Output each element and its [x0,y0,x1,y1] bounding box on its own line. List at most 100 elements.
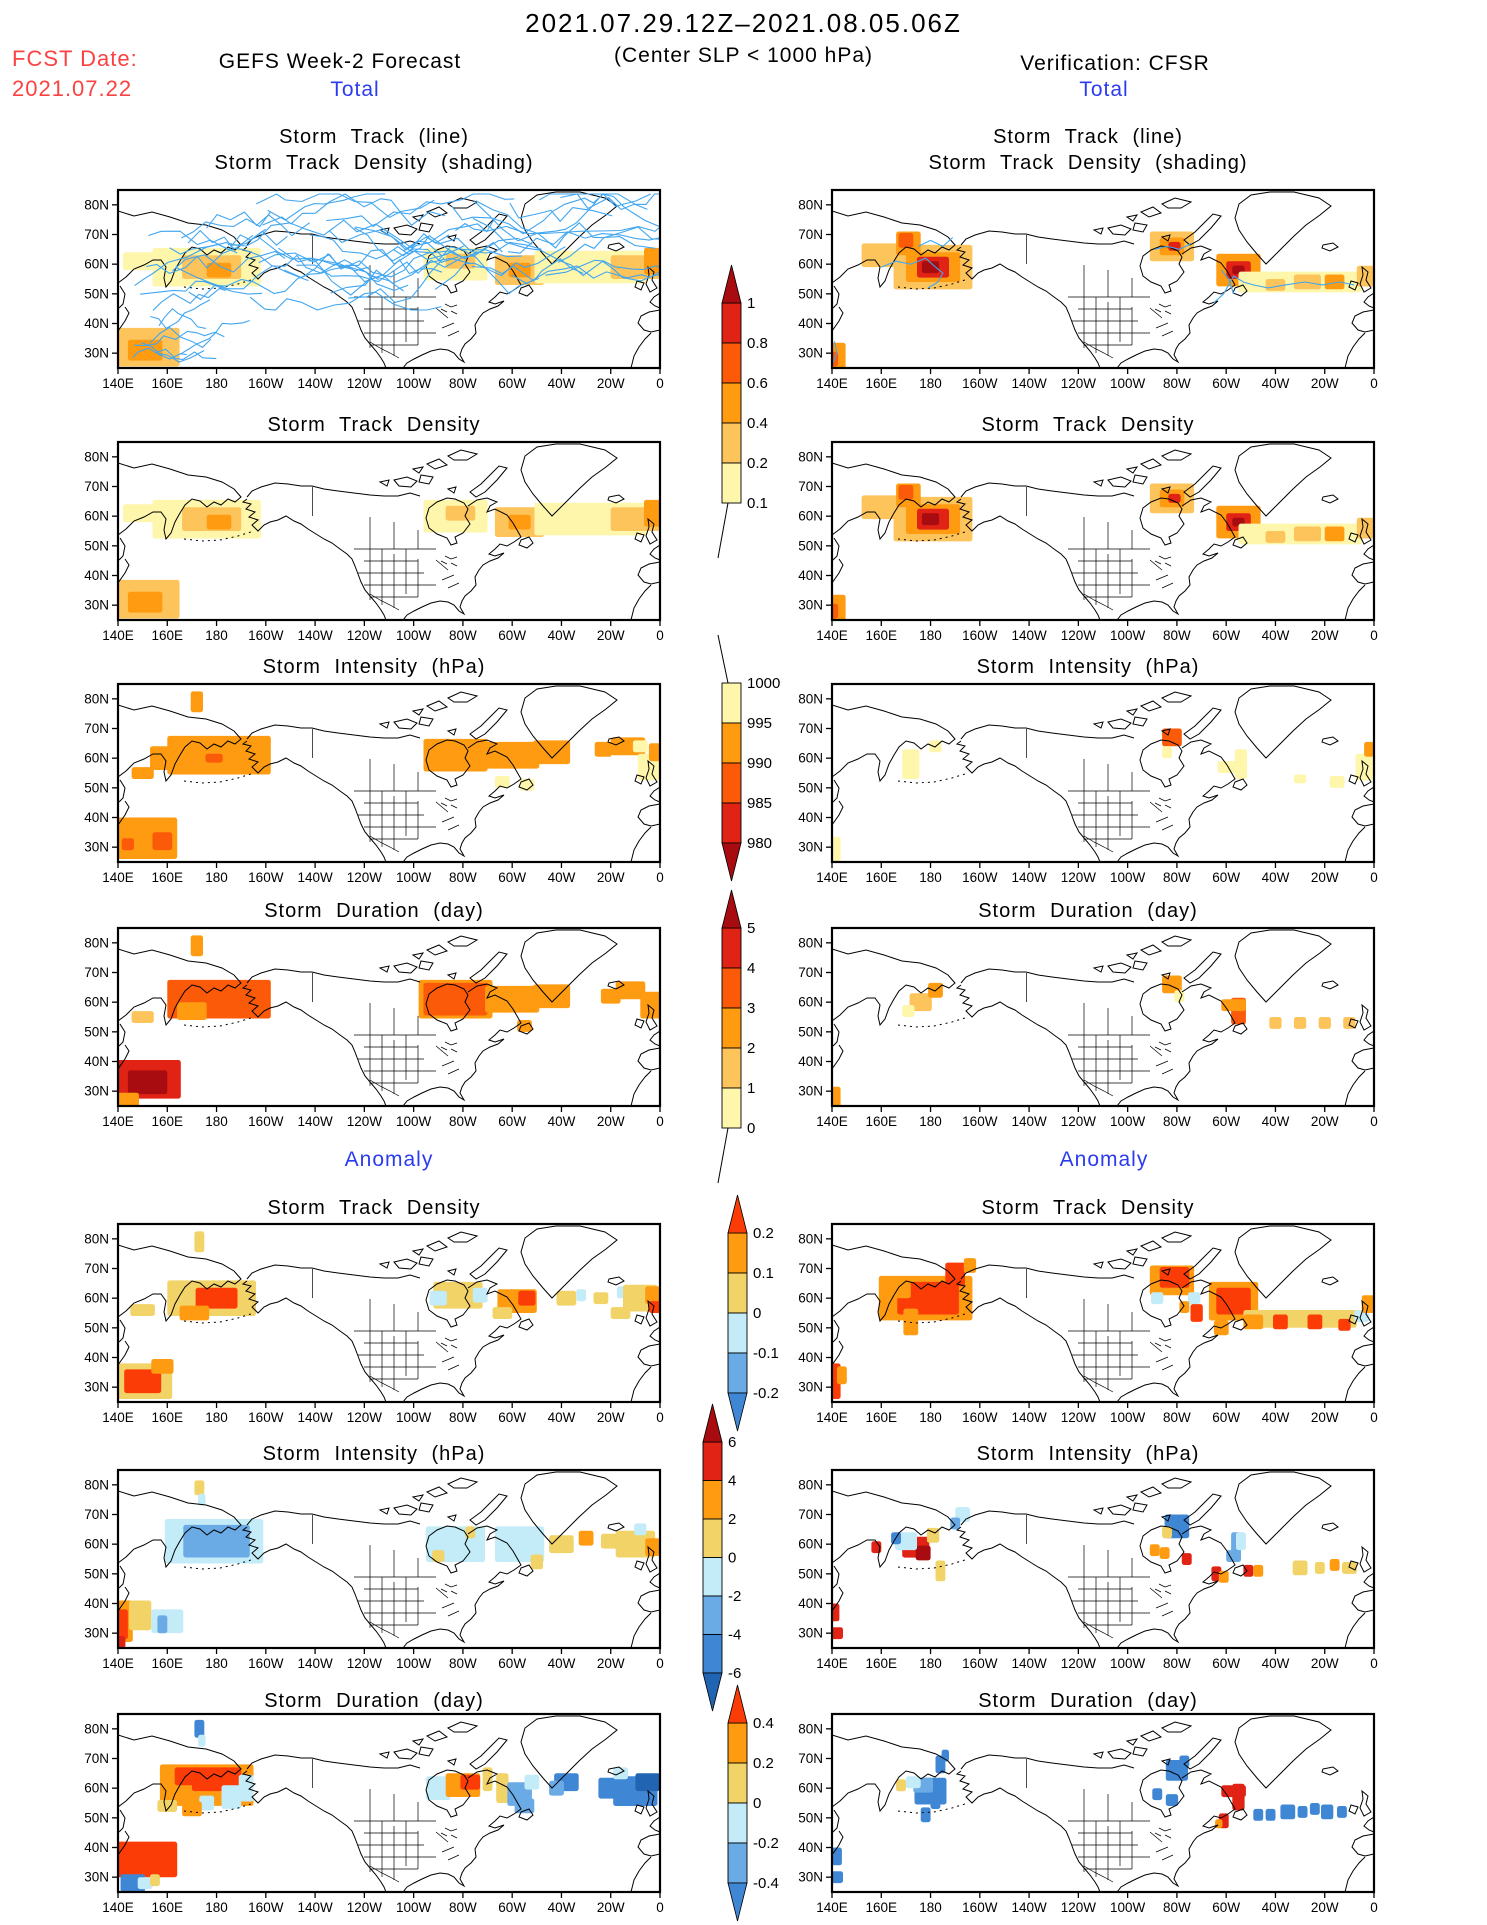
svg-text:0.4: 0.4 [747,415,768,432]
svg-text:140E: 140E [102,1656,134,1671]
svg-text:2: 2 [747,1040,755,1057]
svg-text:40N: 40N [798,1350,823,1365]
fcst-date-value: 2021.07.22 [12,76,133,101]
svg-text:70N: 70N [84,1507,109,1522]
figure-subtitle: (Center SLP < 1000 hPa) [613,44,873,67]
svg-text:30N: 30N [798,598,823,613]
svg-text:30N: 30N [84,840,109,855]
svg-text:80W: 80W [1163,1656,1191,1671]
svg-text:30N: 30N [84,1084,109,1099]
svg-text:1000: 1000 [747,675,780,692]
svg-text:40N: 40N [84,1054,109,1069]
map-verification-total-track-lines: 80N 70N 60N 50N 40N 30N 140E 160E 180 160W 140W 120… [798,188,1378,391]
svg-text:120W: 120W [347,1900,383,1915]
panel-title: Storm Track Density [267,414,481,436]
axis-labels: 80N 70N 60N 50N 40N 30N 140E 160E 180 160W 140W 120… [798,1231,1378,1425]
svg-text:160E: 160E [152,1114,184,1129]
svg-text:140E: 140E [102,1410,134,1425]
coastline-layer [832,191,1374,368]
map-verification-total-intensity: 80N 70N 60N 50N 40N 30N 140E 160E 180 160W 140W 120… [798,682,1378,885]
svg-text:0: 0 [656,1900,664,1915]
svg-text:30N: 30N [84,1380,109,1395]
svg-text:40W: 40W [548,1114,576,1129]
svg-text:20W: 20W [1311,1410,1339,1425]
svg-text:60N: 60N [84,995,109,1010]
panel-title: Storm Duration (day) [264,900,484,922]
svg-text:50N: 50N [798,286,823,301]
svg-text:180: 180 [919,1656,942,1671]
svg-text:0: 0 [728,1550,736,1567]
map-frame [830,1468,1376,1650]
svg-text:0: 0 [1370,870,1378,885]
map-forecast-total-intensity: 80N 70N 60N 50N 40N 30N 140E 160E 180 160W 140W 120… [84,682,664,885]
svg-text:0.2: 0.2 [747,455,768,472]
verification-column-label: Verification: CFSR [1020,52,1210,75]
svg-text:180: 180 [919,376,942,391]
svg-text:100W: 100W [1110,1656,1146,1671]
svg-text:140W: 140W [1011,1656,1047,1671]
svg-text:50N: 50N [798,1566,823,1581]
shading-layer [832,231,1374,368]
svg-text:160E: 160E [152,376,184,391]
map-frame [116,440,662,622]
svg-text:140E: 140E [102,1900,134,1915]
svg-text:60N: 60N [84,1781,109,1796]
svg-text:0: 0 [656,1656,664,1671]
map-verification-total-duration: 80N 70N 60N 50N 40N 30N 140E 160E 180 160W 140W 120… [798,926,1378,1129]
svg-text:40N: 40N [84,810,109,825]
svg-text:20W: 20W [597,1900,625,1915]
svg-text:1: 1 [747,1080,755,1097]
coastline-layer [118,929,660,1106]
svg-text:80N: 80N [84,197,109,212]
map-forecast-anomaly-duration: 80N 70N 60N 50N 40N 30N 140E 160E 180 160W 140W 120… [84,1712,664,1915]
panel-title: Storm Track (line) Storm Track Density (… [214,126,534,174]
svg-text:70N: 70N [84,1261,109,1276]
svg-text:4: 4 [747,960,755,977]
svg-text:60N: 60N [798,257,823,272]
svg-text:140W: 140W [1011,376,1047,391]
svg-text:995: 995 [747,715,772,732]
svg-text:30N: 30N [84,1870,109,1885]
svg-text:0: 0 [656,376,664,391]
svg-text:60W: 60W [1212,1900,1240,1915]
svg-text:60W: 60W [1212,1114,1240,1129]
svg-text:160W: 160W [248,628,284,643]
svg-text:80N: 80N [84,1477,109,1492]
shading-layer [118,935,660,1106]
svg-text:0.1: 0.1 [747,495,768,512]
svg-text:100W: 100W [396,870,432,885]
svg-text:140E: 140E [816,628,848,643]
panel-title: Storm Track Density [981,1197,1195,1219]
svg-text:160W: 160W [962,628,998,643]
svg-text:60W: 60W [1212,376,1240,391]
svg-text:-6: -6 [728,1665,741,1682]
svg-text:50N: 50N [84,286,109,301]
axis-labels: 80N 70N 60N 50N 40N 30N 140E 160E 180 160W 140W 120… [798,935,1378,1129]
panel-title: Storm Intensity (hPa) [976,1443,1200,1465]
svg-text:40W: 40W [548,376,576,391]
coastline-layer [118,191,660,368]
svg-text:160W: 160W [962,1410,998,1425]
svg-text:140W: 140W [297,376,333,391]
svg-text:180: 180 [919,1114,942,1129]
map-frame [830,1712,1376,1894]
svg-text:0.1: 0.1 [753,1265,774,1282]
map-content [118,1225,660,1402]
map-verification-total-track-density: 80N 70N 60N 50N 40N 30N 140E 160E 180 160W 140W 120… [798,440,1378,643]
shading-layer [118,1231,660,1399]
track-layer [832,237,1355,366]
svg-text:40W: 40W [1262,1114,1290,1129]
svg-text:120W: 120W [347,1656,383,1671]
svg-text:50N: 50N [798,780,823,795]
svg-text:-0.2: -0.2 [753,1835,779,1852]
svg-text:100W: 100W [1110,1114,1146,1129]
colorbar-track-density-total: 1 0.8 0.6 0.4 0.2 0.1 [717,264,768,559]
svg-text:80W: 80W [449,1656,477,1671]
svg-text:100W: 100W [1110,376,1146,391]
svg-text:120W: 120W [1061,376,1097,391]
svg-text:120W: 120W [1061,870,1097,885]
map-content [118,443,660,620]
map-content [118,1471,660,1648]
svg-text:120W: 120W [347,628,383,643]
